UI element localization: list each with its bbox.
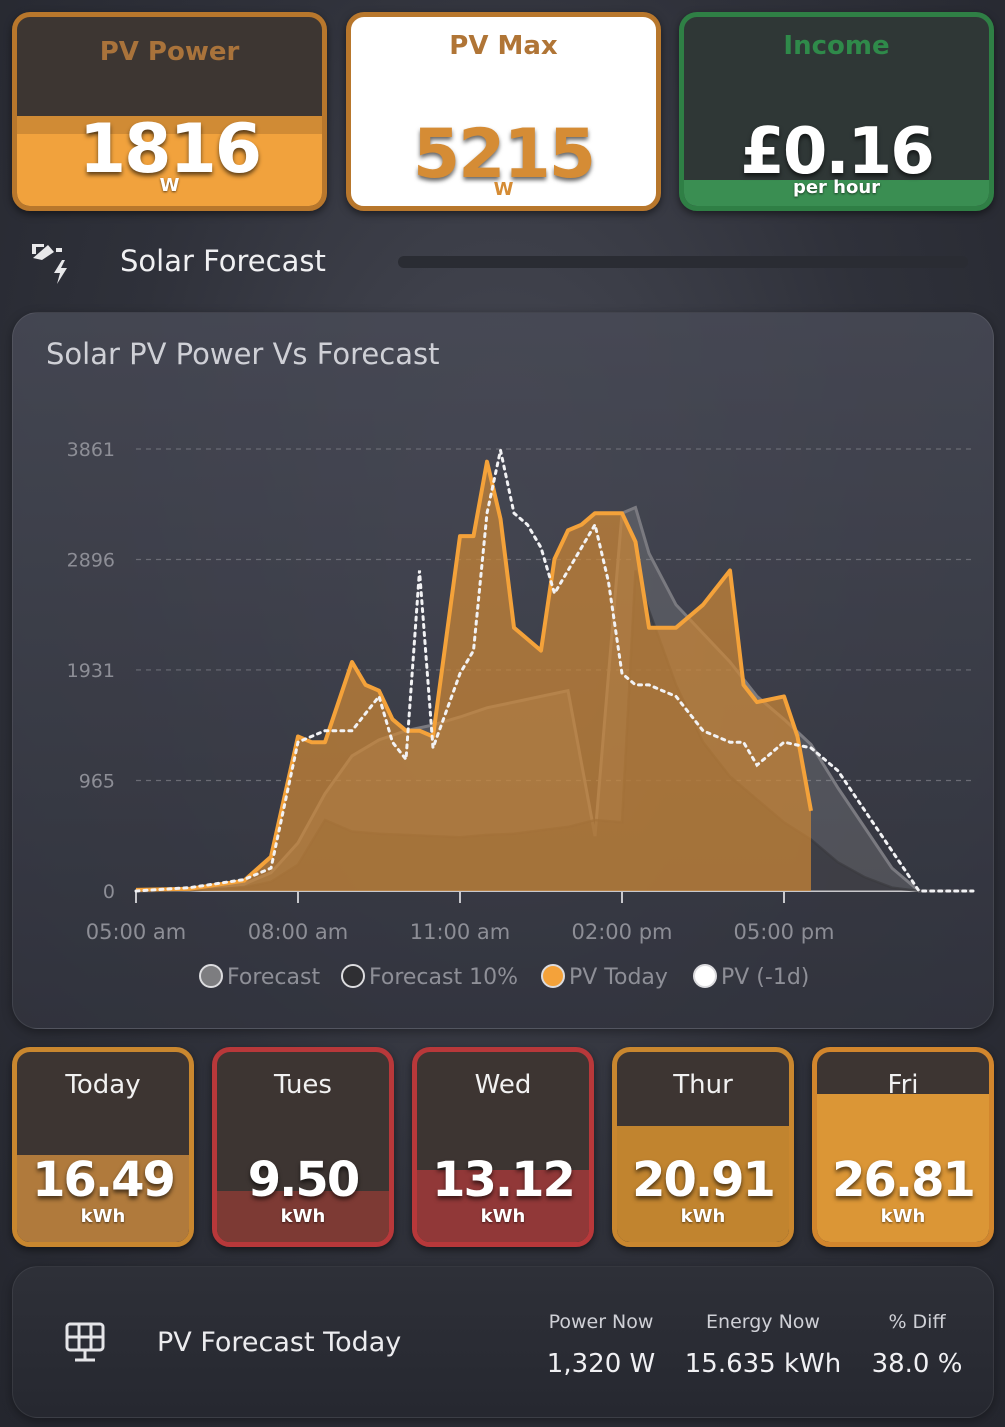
day-name: Thur (673, 1070, 733, 1100)
day-energy-value: 20.91 (632, 1152, 776, 1208)
legend-marker (199, 964, 223, 988)
income-tile[interactable]: Income £0.16 per hour (679, 12, 994, 211)
x-tick-label: 11:00 am (410, 920, 511, 944)
y-tick-label: 965 (79, 771, 115, 793)
day-fill (17, 1154, 189, 1242)
pv-power-title: PV Power (99, 37, 240, 67)
day-tile-wed[interactable]: Wed 13.12 kWh (412, 1047, 594, 1247)
income-unit: per hour (792, 177, 881, 198)
x-tick-label: 05:00 am (86, 920, 187, 944)
day-energy-value: 16.49 (32, 1152, 176, 1208)
pv-power-value: 1816 (78, 110, 262, 189)
pv-max-unit: W (493, 179, 514, 200)
pv-power-fill-edge (17, 116, 322, 135)
day-tile-today[interactable]: Today 16.49 kWh (12, 1047, 194, 1247)
x-tick-label: 08:00 am (248, 920, 349, 944)
pv-today-area (136, 461, 811, 891)
day-energy-value: 13.12 (432, 1152, 576, 1208)
legend-marker (541, 964, 565, 988)
day-energy-value: 26.81 (832, 1152, 976, 1208)
pv-yesterday-line (134, 449, 975, 893)
pv-forecast-today-card[interactable]: PV Forecast Today Power Now 1,320 W Ener… (12, 1266, 994, 1418)
section-header: Solar Forecast (0, 232, 1005, 294)
stat-energy-now: Energy Now 15.635 kWh (681, 1311, 845, 1379)
pv-power-unit: W (159, 175, 180, 196)
day-name: Wed (474, 1070, 532, 1100)
day-fill (817, 1093, 989, 1242)
y-tick-label: 3861 (67, 439, 115, 461)
legend-label: Forecast 10% (369, 965, 518, 990)
stat-label: Power Now (548, 1311, 654, 1333)
day-fill (417, 1169, 589, 1242)
legend-label: PV Today (569, 965, 668, 990)
day-energy-unit: kWh (480, 1206, 526, 1227)
legend-marker (693, 964, 717, 988)
day-energy-unit: kWh (680, 1206, 726, 1227)
stat-percent-diff: % Diff 38.0 % (859, 1311, 975, 1379)
stat-label: Energy Now (706, 1311, 820, 1333)
pv-max-tile[interactable]: PV Max 5215 W (346, 12, 661, 211)
day-fill (617, 1126, 789, 1242)
income-fill (684, 179, 989, 206)
chart-card: Solar PV Power Vs Forecast 3861 2896 1931 9… (12, 312, 994, 1029)
income-title: Income (783, 31, 890, 61)
day-name: Today (65, 1070, 141, 1100)
x-tick-label: 05:00 pm (734, 920, 835, 944)
day-energy-value: 9.50 (247, 1152, 360, 1208)
stat-value: 1,320 W (546, 1349, 656, 1379)
legend-marker (341, 964, 365, 988)
stat-value: 38.0 % (871, 1349, 963, 1379)
bottom-title: PV Forecast Today (157, 1327, 402, 1358)
section-title: Solar Forecast (120, 244, 326, 278)
pv-max-title: PV Max (449, 31, 558, 61)
chart-title: Solar PV Power Vs Forecast (46, 337, 440, 371)
y-tick-label: 0 (103, 881, 115, 903)
legend-label: PV (-1d) (721, 965, 809, 990)
day-tile-thur[interactable]: Thur 20.91 kWh (612, 1047, 794, 1247)
day-name: Tues (274, 1070, 332, 1100)
x-tick-label: 02:00 pm (572, 920, 673, 944)
solar-panel-icon (65, 1322, 105, 1362)
day-energy-unit: kWh (80, 1206, 126, 1227)
day-energy-unit: kWh (880, 1206, 926, 1227)
pv-forecast-chart[interactable]: 3861 2896 1931 965 0 05:00 am 08:00 am 11:00 am… (13, 313, 993, 1028)
y-tick-label: 1931 (67, 660, 115, 682)
section-divider (398, 256, 968, 268)
y-tick-label: 2896 (67, 549, 115, 571)
stat-value: 15.635 kWh (684, 1349, 842, 1379)
stat-power-now: Power Now 1,320 W (533, 1311, 669, 1379)
day-tile-fri[interactable]: Fri 26.81 kWh (812, 1047, 994, 1247)
day-tile-tues[interactable]: Tues 9.50 kWh (212, 1047, 394, 1247)
day-fill (217, 1190, 389, 1242)
pv-today-line (135, 459, 813, 892)
stat-label: % Diff (888, 1311, 946, 1333)
pv-power-fill (17, 134, 322, 206)
weather-partly-lightning-icon (32, 244, 67, 284)
day-name: Fri (887, 1070, 919, 1100)
day-energy-unit: kWh (280, 1206, 326, 1227)
income-value: £0.16 (740, 115, 934, 189)
pv-max-value: 5215 (412, 115, 596, 194)
legend-label: Forecast (227, 965, 320, 990)
pv-power-tile[interactable]: PV Power 1816 W (12, 12, 327, 211)
